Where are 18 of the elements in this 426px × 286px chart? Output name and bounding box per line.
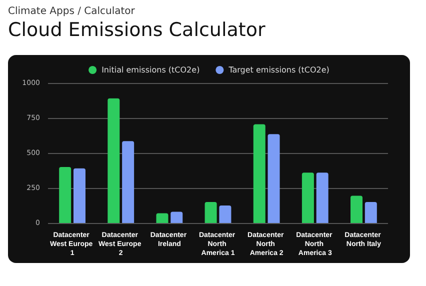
bar xyxy=(253,124,266,223)
bar xyxy=(219,206,232,223)
bar xyxy=(204,202,217,223)
bar xyxy=(316,172,328,223)
legend-label: Initial emissions (tCO2e) xyxy=(102,66,200,74)
bar xyxy=(302,172,314,223)
bar xyxy=(59,167,72,223)
chart-subtitle: Climate Apps / Calculator xyxy=(8,6,136,17)
bar xyxy=(122,141,134,223)
chart-title: Cloud Emissions Calculator xyxy=(8,19,266,41)
bar xyxy=(364,202,377,223)
bar xyxy=(156,213,168,223)
bar xyxy=(268,134,280,223)
bar xyxy=(108,98,120,223)
bar xyxy=(73,168,86,223)
bar xyxy=(170,212,183,223)
bar xyxy=(350,196,363,223)
legend-label: Target emissions (tCO2e) xyxy=(228,66,330,74)
